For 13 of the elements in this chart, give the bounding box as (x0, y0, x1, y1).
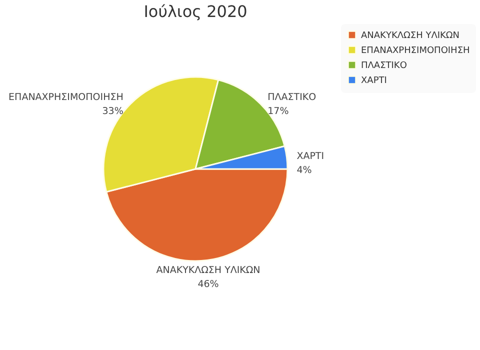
data-label: 46% (198, 279, 219, 290)
chart-title: Ιούλιος 2020 (144, 2, 248, 21)
legend-label: ΕΠΑΝΑΧΡΗΣΙΜΟΠΟΙΗΣΗ (361, 46, 470, 56)
slice-label: ΕΠΑΝΑΧΡΗΣΙΜΟΠΟΙΗΣΗ (8, 92, 124, 103)
legend-label: ΧΑΡΤΙ (361, 76, 387, 86)
slice-label: ΠΛΑΣΤΙΚΟ (268, 92, 316, 103)
slice-label: ΧΑΡΤΙ (296, 151, 324, 162)
legend-label: ΑΝΑΚΥΚΛΩΣΗ ΥΛΙΚΩΝ (361, 31, 460, 41)
slice-label: ΑΝΑΚΥΚΛΩΣΗ ΥΛΙΚΩΝ (156, 265, 260, 276)
data-label: 17% (268, 106, 289, 117)
data-label: 33% (102, 106, 124, 117)
data-label: 4% (296, 165, 312, 176)
legend-label: ΠΛΑΣΤΙΚΟ (361, 61, 407, 71)
